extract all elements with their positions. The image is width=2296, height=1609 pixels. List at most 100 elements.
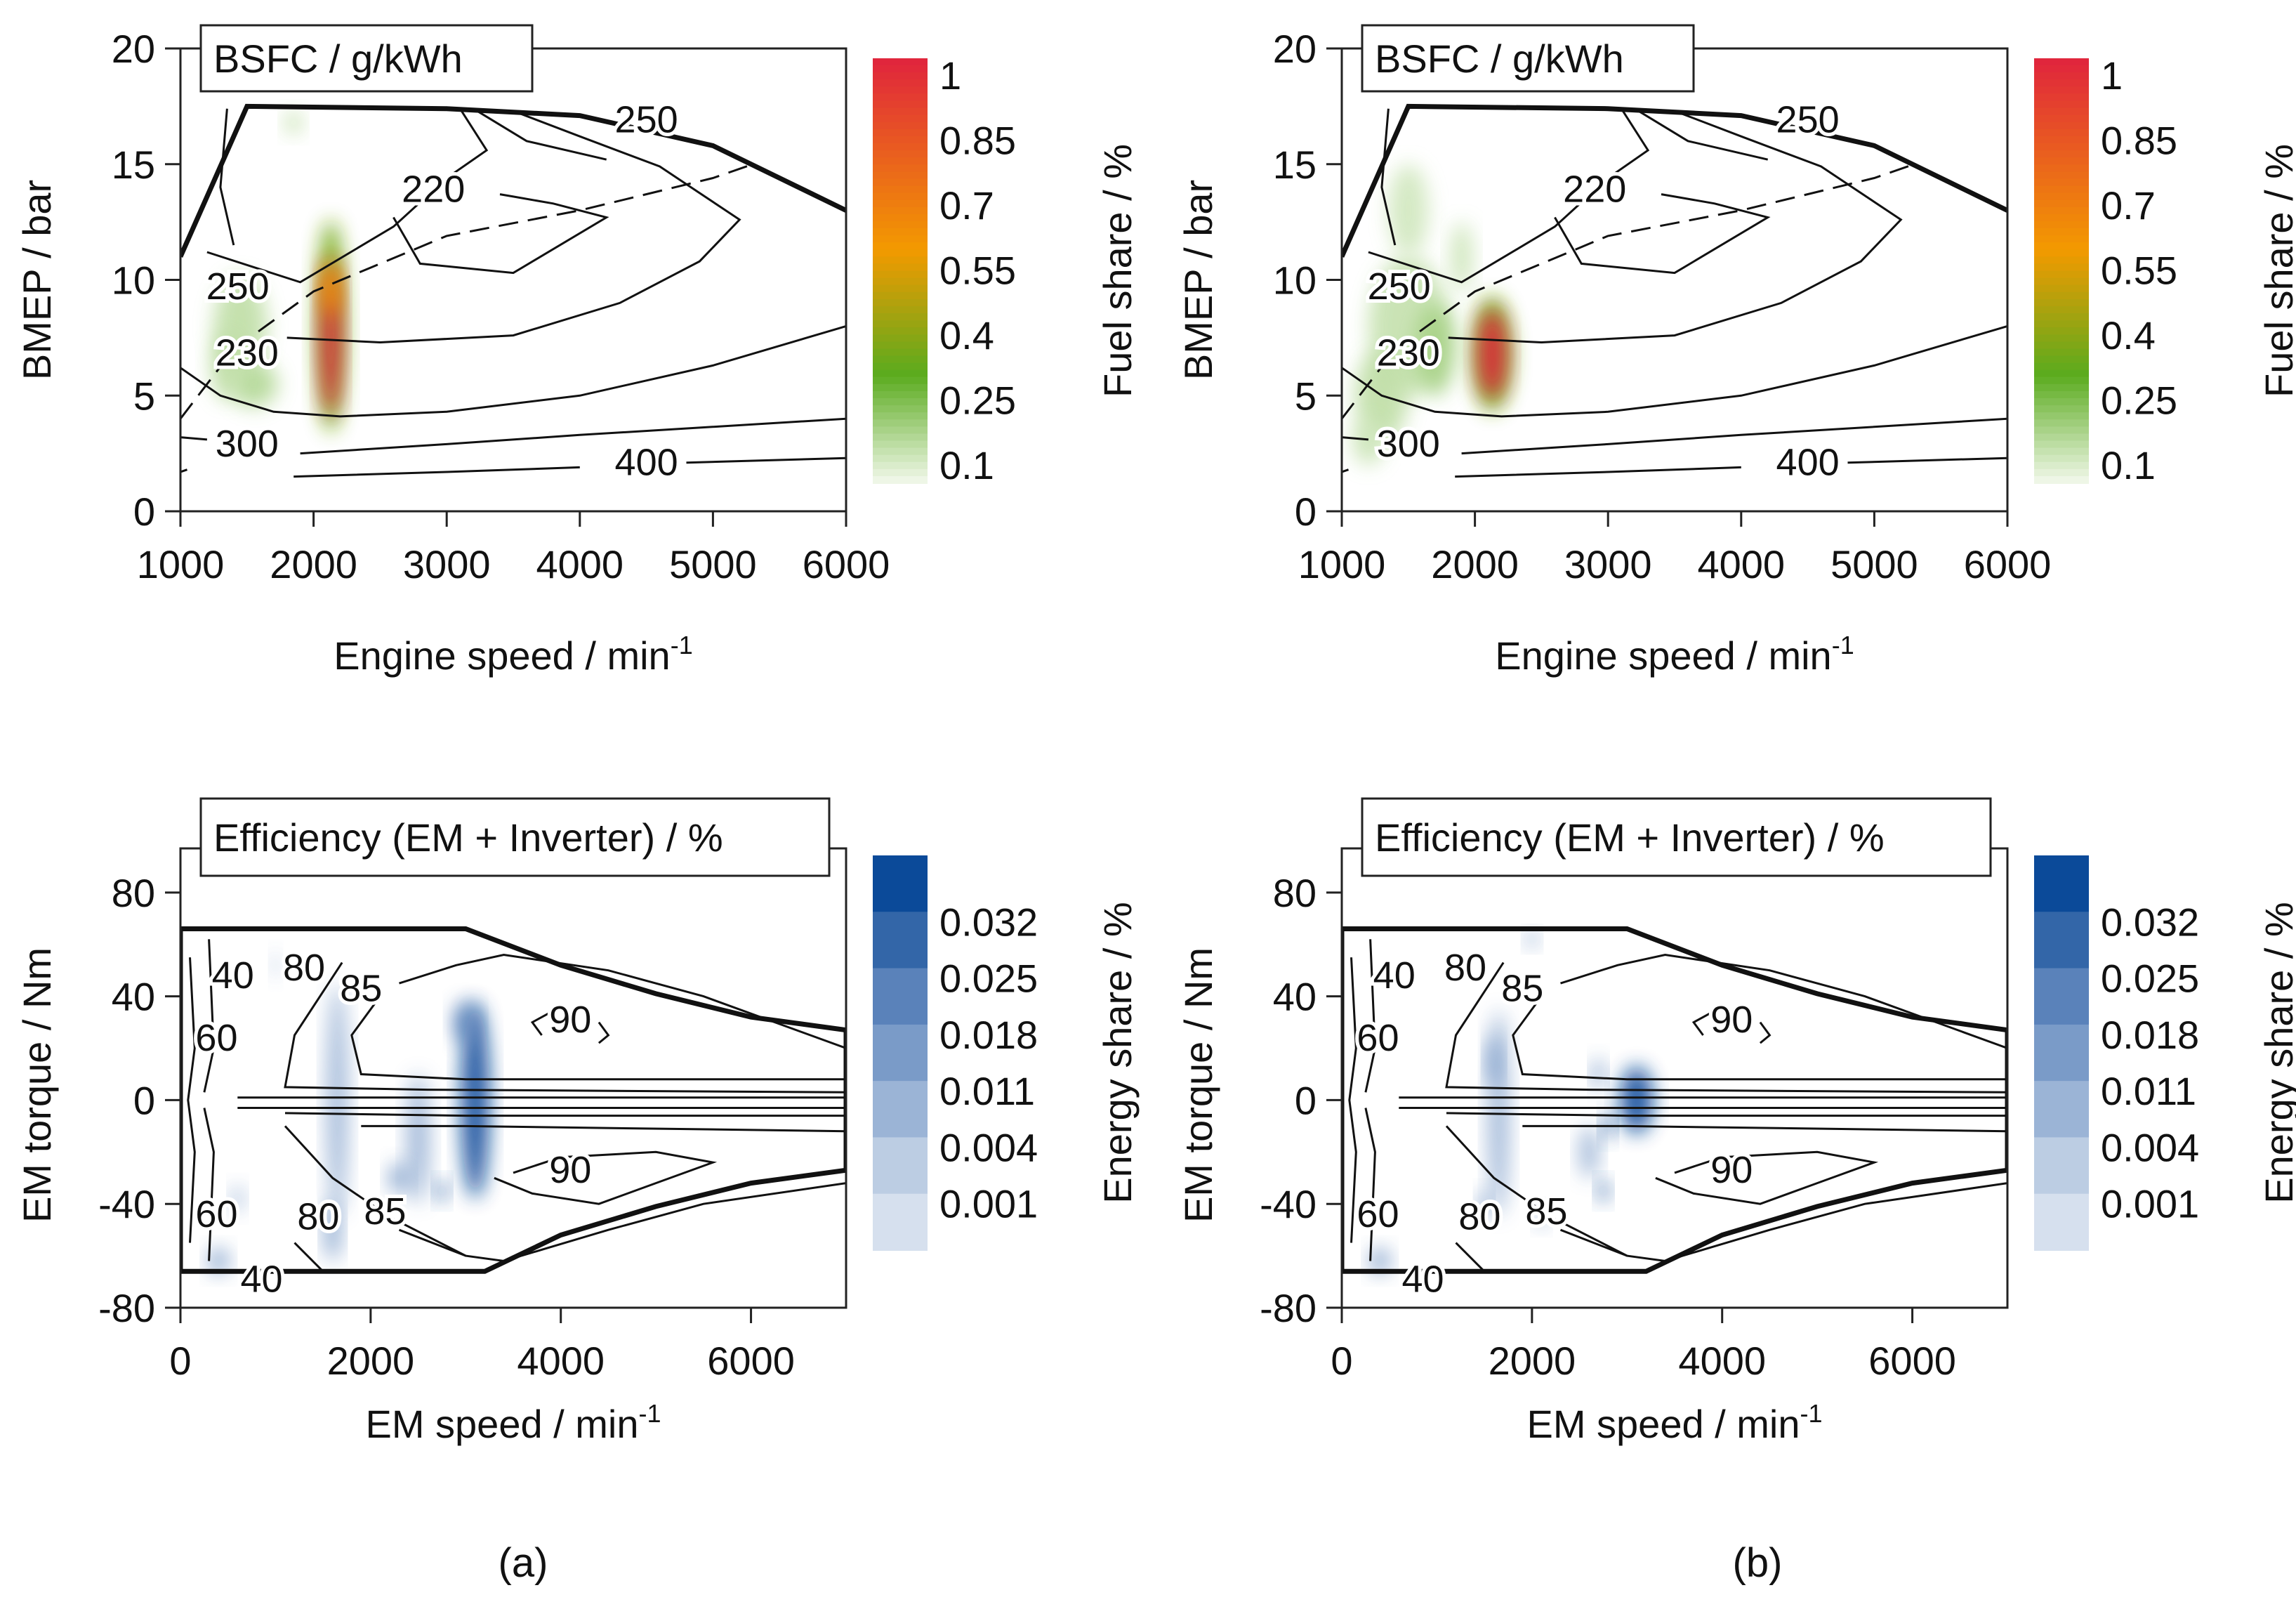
colorbar-tick-label: 0.25 (2101, 379, 2177, 423)
y-tick-label: 40 (1273, 975, 1317, 1019)
colorbar-swatch (873, 86, 928, 95)
colorbar-swatch (2034, 1081, 2089, 1138)
contour-label: 60 (1357, 1193, 1399, 1235)
colorbar-swatch (873, 72, 928, 81)
contour-label: 60 (195, 1193, 237, 1235)
colorbar-swatch (2034, 270, 2089, 279)
contour-line-segment (284, 1125, 466, 1257)
colorbar-swatch (873, 320, 928, 329)
density-hotspot (407, 1074, 430, 1204)
plot-frame (1340, 47, 2009, 513)
figure-label-a: (a) (499, 1540, 548, 1586)
optimal-operating-line (180, 163, 753, 420)
contour-line-segment (1512, 995, 2007, 1081)
colorbar-swatch (2034, 341, 2089, 350)
colorbar-label: Energy share / % (2257, 902, 2296, 1204)
x-tick-label: 5000 (1830, 542, 1918, 586)
x-axis-label: Engine speed / min-1 (1495, 631, 1854, 678)
colorbar-tick-label: 0.032 (2101, 900, 2199, 944)
density-hotspot (1597, 1180, 1609, 1202)
colorbar-swatch (2034, 968, 2089, 1025)
density-hotspot (272, 952, 279, 978)
colorbar-swatch (873, 334, 928, 343)
contour-line-85 (1560, 953, 2007, 1049)
colorbar-swatch (873, 348, 928, 357)
contour-line-90 (530, 1011, 552, 1036)
colorbar-swatch (2034, 199, 2089, 208)
plot-area (1342, 103, 2007, 478)
contour-label: 40 (212, 954, 254, 997)
legend-title: Efficiency (EM + Inverter) / % (1375, 815, 1885, 860)
colorbar: 0.032 0.025 0.018 0.011 0.004 0.001 Energy sha… (873, 855, 1140, 1251)
contour-label: 90 (1710, 1149, 1753, 1191)
colorbar-swatch (2034, 221, 2089, 229)
colorbar-swatch (873, 475, 928, 484)
contour-line-250 (180, 324, 846, 418)
density-hotspot (285, 110, 302, 134)
y-tick-label: 20 (112, 27, 155, 71)
contour-label: 40 (1402, 1259, 1444, 1301)
contour-label: 80 (297, 1196, 339, 1238)
colorbar-label: Fuel share / % (1095, 144, 1140, 398)
colorbar-swatch (873, 221, 928, 229)
colorbar-swatch (873, 440, 928, 449)
contour-label: 230 (216, 332, 279, 374)
contour-label: 90 (549, 1149, 591, 1191)
contour-line-segment (206, 107, 489, 284)
contour-line-segment (293, 466, 580, 478)
colorbar-label: Fuel share / % (2257, 144, 2296, 398)
y-tick-label: 0 (133, 490, 155, 534)
contour-line-segment (1446, 1112, 2007, 1117)
colorbar-label: Energy share / % (1095, 902, 1140, 1204)
colorbar-swatch (873, 150, 928, 159)
colorbar-swatch (873, 291, 928, 300)
colorbar-swatch (2034, 100, 2089, 109)
colorbar-swatch (873, 270, 928, 279)
colorbar-swatch (873, 157, 928, 166)
colorbar-swatch (873, 284, 928, 293)
colorbar-swatch (873, 327, 928, 336)
y-tick-label: 10 (112, 258, 155, 303)
x-tick-label: 3000 (403, 542, 491, 586)
density-hotspot (1579, 1126, 1599, 1178)
colorbar-swatch (2034, 468, 2089, 477)
colorbar-swatch (873, 114, 928, 123)
contour-label: 90 (1710, 999, 1753, 1041)
contour-line-400 (1342, 468, 1349, 473)
colorbar-swatch (873, 93, 928, 102)
colorbar-swatch (2034, 263, 2089, 272)
contour-label: 80 (1444, 947, 1486, 989)
colorbar-swatch (873, 369, 928, 378)
colorbar-swatch (873, 362, 928, 371)
y-tick-label: 0 (1295, 490, 1317, 534)
contour-label: 400 (615, 441, 678, 483)
contour-label: 220 (402, 169, 465, 211)
colorbar-swatch (873, 107, 928, 116)
y-axis-label: EM torque / Nm (15, 947, 59, 1223)
colorbar-swatch (2034, 114, 2089, 123)
colorbar-swatch (2034, 249, 2089, 258)
contour-line-segment (1522, 1124, 2007, 1133)
contour-line-segment (473, 107, 607, 161)
plot-frame (179, 847, 847, 1309)
contour-line-segment (284, 1112, 846, 1117)
colorbar-tick-label: 0.018 (939, 1013, 1038, 1057)
colorbar-swatch (2034, 143, 2089, 152)
colorbar-swatch (2034, 277, 2089, 286)
colorbar-swatch (2034, 313, 2089, 322)
contour-line-230 (286, 110, 741, 344)
colorbar-swatch (873, 228, 928, 237)
colorbar-swatch (873, 277, 928, 286)
colorbar-swatch (873, 376, 928, 385)
contour-label: 40 (1373, 954, 1416, 997)
contour-label: 250 (615, 99, 678, 141)
contour-line-85 (398, 1182, 846, 1263)
colorbar-swatch (873, 206, 928, 215)
colorbar-tick-label: 0.7 (939, 183, 994, 228)
colorbar-swatch (873, 214, 928, 222)
full-load-boundary (1342, 103, 2007, 258)
x-tick-label: 4000 (536, 542, 624, 586)
density-hotspot (389, 1162, 409, 1194)
contour-label: 300 (1377, 423, 1440, 465)
colorbar-swatch (873, 79, 928, 88)
